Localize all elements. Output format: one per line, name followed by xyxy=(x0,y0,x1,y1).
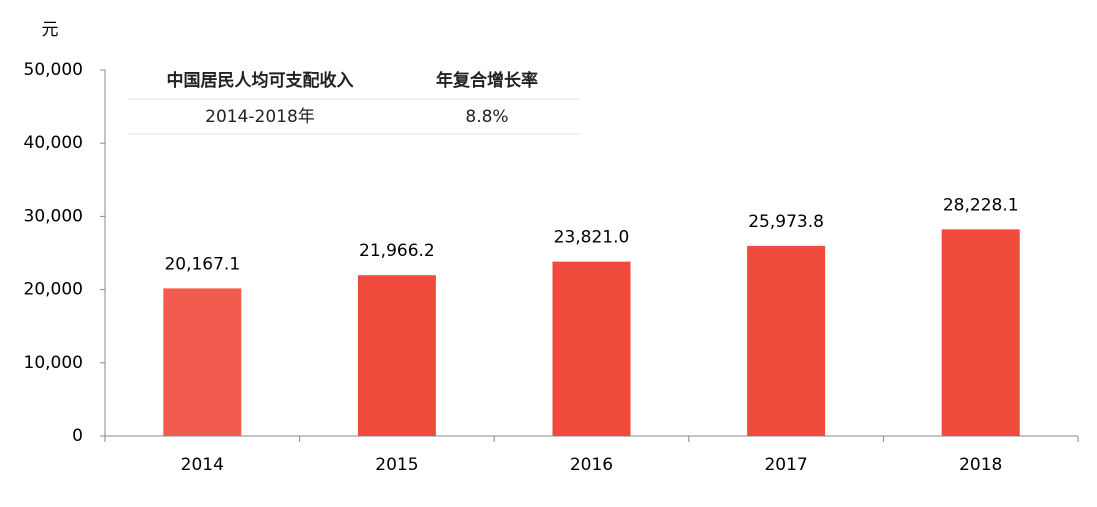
y-tick-label: 10,000 xyxy=(24,353,83,373)
value-label: 25,973.8 xyxy=(748,212,824,232)
value-label: 21,966.2 xyxy=(359,241,435,261)
x-tick-label: 2014 xyxy=(181,455,224,475)
table-cell: 2014-2018年 xyxy=(205,107,315,127)
table-header: 中国居民人均可支配收入 xyxy=(167,70,354,91)
value-label: 28,228.1 xyxy=(943,195,1019,215)
value-label: 23,821.0 xyxy=(554,228,630,248)
y-tick-label: 20,000 xyxy=(24,280,83,300)
y-axis-unit: 元 xyxy=(42,20,59,40)
table-header: 年复合增长率 xyxy=(436,70,538,91)
x-tick-label: 2015 xyxy=(375,455,418,475)
x-tick-label: 2017 xyxy=(764,455,807,475)
y-tick-label: 0 xyxy=(72,426,83,446)
y-tick-label: 50,000 xyxy=(24,60,83,80)
y-tick-label: 40,000 xyxy=(24,133,83,153)
bar xyxy=(941,229,1020,436)
bar xyxy=(552,261,631,436)
value-label: 20,167.1 xyxy=(164,254,240,274)
bar xyxy=(747,245,826,436)
x-tick-label: 2016 xyxy=(570,455,613,475)
x-tick-label: 2018 xyxy=(959,455,1002,475)
bar xyxy=(357,275,436,436)
table-cell: 8.8% xyxy=(465,107,508,127)
y-tick-label: 30,000 xyxy=(24,206,83,226)
bar xyxy=(163,288,242,436)
